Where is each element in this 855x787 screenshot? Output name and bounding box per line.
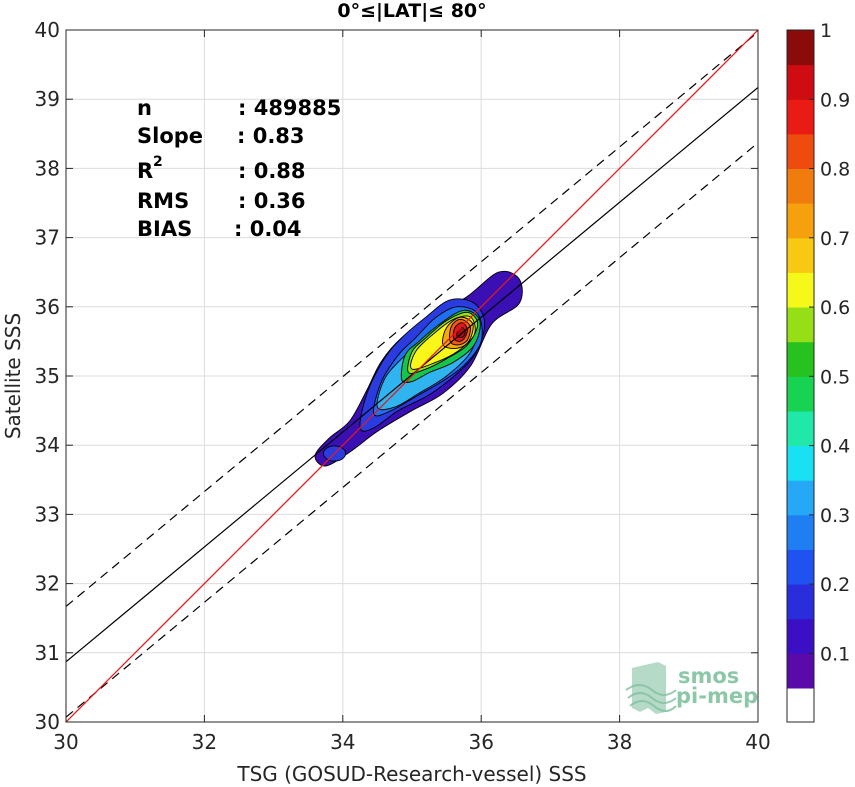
stats-box: n : 489885 Slope : 0.83 R 2 : 0.88 RMS : 0.36 BIA…	[137, 96, 341, 241]
logo-text-line1: smos	[678, 664, 739, 688]
y-tick-label: 35	[35, 364, 60, 388]
stat-label-superscript: 2	[153, 154, 163, 170]
y-tick-label: 31	[35, 641, 60, 665]
x-tick-label: 38	[607, 730, 632, 754]
y-tick-label: 39	[35, 87, 60, 111]
chart-title: 0°≤|LAT|≤ 80°	[337, 0, 486, 22]
stat-value: : 0.83	[237, 124, 305, 148]
colorbar-tick-label: 0.1	[820, 643, 850, 665]
colorbar-tick-label: 0.5	[820, 366, 850, 388]
y-tick-label: 34	[35, 433, 60, 457]
y-tick-label: 33	[35, 502, 60, 526]
colorbar-tick-label: 0.2	[820, 574, 850, 596]
x-tick-label: 36	[468, 730, 493, 754]
colorbar-tick-label: 0.4	[820, 436, 850, 458]
colorbar: 0.1 0.2 0.3 0.4 0.5 0.6 0.7 0.8 0.9 1	[786, 20, 850, 723]
stat-value: : 489885	[238, 96, 341, 120]
stat-label-slope: Slope	[137, 124, 203, 148]
colorbar-segment-2	[787, 584, 814, 620]
colorbar-tick-label: 0.8	[820, 159, 850, 181]
colorbar-segment-9	[787, 341, 814, 377]
colorbar-segment-10	[787, 307, 814, 343]
stat-value: : 0.88	[238, 159, 306, 183]
colorbar-segment-17	[787, 64, 814, 100]
colorbar-segment-6	[787, 445, 814, 481]
stat-value: : 0.36	[238, 189, 306, 213]
x-tick-label: 34	[330, 730, 355, 754]
colorbar-tick-label: 0.9	[820, 89, 850, 111]
reference-lines	[66, 30, 758, 722]
colorbar-segment-18	[787, 30, 814, 66]
y-tick-label: 32	[35, 572, 60, 596]
x-tick-label: 30	[53, 730, 78, 754]
colorbar-tick-label: 0.3	[820, 505, 850, 527]
identity-line	[66, 30, 758, 722]
colorbar-segment-14	[787, 168, 814, 204]
x-axis-ticks: 30 32 34 36 38 40	[53, 30, 771, 754]
colorbar-segment-5	[787, 480, 814, 516]
colorbar-segment-4	[787, 514, 814, 550]
colorbar-segment-3	[787, 549, 814, 585]
colorbar-segment-0	[787, 653, 814, 689]
y-axis-label: Satellite SSS	[1, 313, 25, 439]
x-tick-label: 32	[192, 730, 217, 754]
x-axis-label: TSG (GOSUD-Research-vessel) SSS	[236, 762, 586, 786]
stat-label-rms: RMS	[137, 189, 189, 213]
colorbar-segment-8	[787, 376, 814, 412]
stat-label-r: R	[137, 159, 153, 183]
colorbar-segment-7	[787, 410, 814, 447]
grid	[65, 29, 759, 723]
stat-label-bias: BIAS	[137, 217, 192, 241]
colorbar-segment-11	[787, 272, 814, 308]
colorbar-tick-label: 0.7	[820, 228, 850, 250]
stat-value: : 0.04	[234, 217, 302, 241]
colorbar-segment-12	[787, 237, 814, 273]
logo-wave-lines	[625, 684, 677, 712]
logo-text-line2: pi-mep	[676, 684, 758, 708]
colorbar-segment-15	[787, 133, 814, 170]
colorbar-segment-13	[787, 203, 814, 239]
regression-line	[66, 86, 758, 663]
stat-label-n: n	[137, 96, 152, 120]
y-tick-label: 40	[35, 18, 60, 42]
y-tick-label: 38	[35, 156, 60, 180]
y-tick-label: 37	[35, 226, 60, 250]
colorbar-tick-label: 0.6	[820, 297, 850, 319]
colorbar-segment-1	[787, 618, 814, 654]
smos-pi-mep-logo: smos pi-mep	[625, 662, 758, 714]
colorbar-base	[787, 688, 814, 722]
colorbar-segment-16	[787, 99, 814, 135]
colorbar-tick-label: 1	[820, 20, 832, 42]
y-tick-label: 30	[35, 710, 60, 734]
y-axis-ticks: 30 31 32 33 34 35 36 37 38 39 40	[35, 18, 758, 734]
x-tick-label: 40	[745, 730, 770, 754]
y-tick-label: 36	[35, 295, 60, 319]
